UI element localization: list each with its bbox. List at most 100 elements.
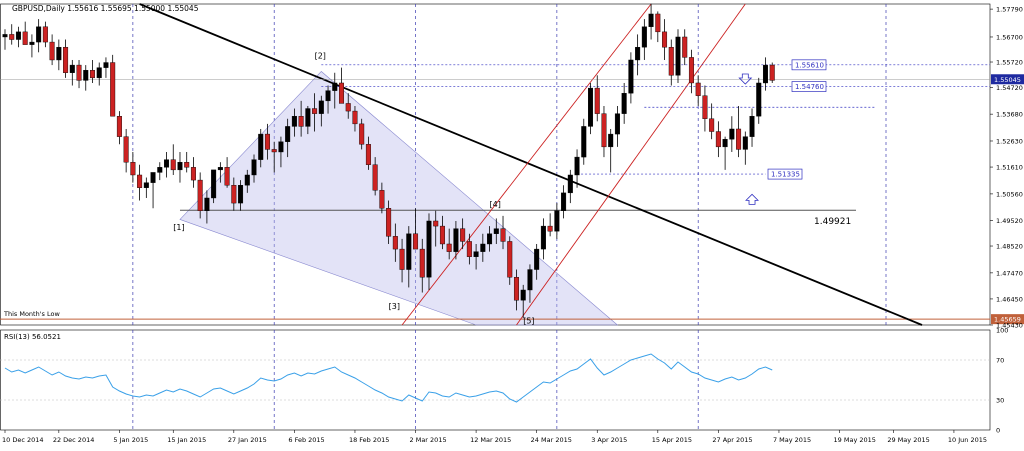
candle-bull (574, 156, 580, 176)
rsi-line (4, 353, 773, 403)
candle-bull (103, 62, 109, 68)
candle-bull (520, 289, 526, 301)
candle-bear (298, 115, 304, 127)
channel-lower-line (516, 3, 746, 326)
candle-bull (164, 159, 170, 168)
candle-bear (365, 144, 371, 165)
x-tick-label: 6 Feb 2015 (288, 436, 324, 444)
candle-bull (722, 138, 728, 148)
x-tick-label: 24 Mar 2015 (531, 436, 572, 444)
candle-bull (641, 26, 647, 48)
candle-bull (608, 133, 614, 148)
candle-bear (460, 228, 466, 242)
y-tick-label: 1.57790 (996, 6, 1023, 14)
candle-bear (419, 248, 425, 278)
candle-bear (668, 46, 674, 76)
price-tag-box (791, 81, 827, 92)
candle-bull (96, 67, 102, 79)
rsi-tick-label: 30 (996, 397, 1004, 405)
current-price-label: 1.55045 (994, 76, 1021, 84)
x-tick-label: 27 Apr 2015 (712, 436, 752, 444)
candle-bull (325, 90, 331, 102)
candle-bear (446, 243, 452, 252)
candle-bear (662, 31, 668, 48)
y-tick-label: 1.53680 (996, 111, 1023, 119)
x-tick-label: 29 May 2015 (887, 436, 929, 444)
candle-bull (258, 133, 264, 160)
candle-bull (150, 172, 156, 183)
candle-bull (567, 174, 573, 194)
candle-bear (170, 159, 176, 171)
candle-bull (426, 220, 432, 278)
candle-bear (433, 220, 439, 227)
support-level-label: 1.49921 (814, 217, 851, 227)
y-tick-label: 1.47470 (996, 269, 1023, 277)
candle-bull (406, 233, 412, 270)
candle-bull (278, 141, 284, 153)
candle-bull (29, 41, 35, 45)
rsi-panel-border (0, 329, 991, 431)
candle-bear (695, 82, 701, 96)
candle-bull (332, 82, 338, 91)
candle-bull (177, 161, 183, 171)
down-arrow-icon (738, 73, 753, 85)
candle-bear (184, 161, 190, 168)
candle-bear (715, 131, 721, 148)
candle-bear (655, 13, 661, 33)
candle-bull (561, 192, 567, 211)
candle-bull (473, 251, 479, 257)
y-tick-label: 1.46450 (996, 295, 1023, 303)
y-tick-label: 1.52630 (996, 137, 1023, 145)
candle-bull (244, 174, 250, 186)
price-tag-label: 1.51335 (771, 171, 800, 179)
x-tick-label: 3 Apr 2015 (591, 436, 627, 444)
candle-bear (76, 64, 82, 81)
y-tick-label: 1.50560 (996, 190, 1023, 198)
rsi-tick-label: 0 (996, 427, 1000, 435)
candle-bear (264, 133, 270, 150)
candle-bear (190, 167, 196, 181)
channel-upper-line (401, 3, 652, 326)
candle-bear (110, 62, 116, 117)
candle-bear (312, 108, 318, 114)
candle-bull (238, 185, 244, 204)
candle-bull (675, 36, 681, 76)
candle-bear (702, 95, 708, 119)
candle-bear (89, 69, 95, 79)
candle-bull (69, 64, 75, 73)
month-low-tag (991, 314, 1024, 325)
candle-bull (621, 92, 627, 114)
up-arrow-icon (745, 193, 759, 205)
candle-bull (217, 167, 223, 171)
candle-bull (318, 100, 324, 114)
candle-bear (601, 113, 607, 148)
downtrend-line (139, 3, 923, 326)
candle-bull (56, 46, 62, 61)
month-low-label: This Month's Low (3, 310, 60, 318)
candle-bear (507, 241, 513, 278)
x-tick-label: 19 May 2015 (834, 436, 876, 444)
candle-bear (345, 103, 351, 112)
candle-bull (157, 167, 163, 173)
candle-bear (594, 87, 600, 114)
candle-bull (143, 182, 149, 188)
candle-bull (756, 82, 762, 117)
candle-bull (635, 46, 641, 61)
candle-bull (211, 169, 217, 199)
candle-bull (628, 59, 634, 94)
price-tag-box (791, 59, 827, 71)
y-tick-label: 1.48520 (996, 243, 1023, 251)
candle-bull (480, 243, 486, 252)
x-tick-label: 10 Jun 2015 (948, 436, 987, 444)
current-price-tag (991, 74, 1024, 85)
y-tick-label: 1.54720 (996, 84, 1023, 92)
candle-bear (197, 179, 203, 211)
wave-label: [5] (523, 317, 534, 326)
candle-bull (2, 34, 8, 38)
x-tick-label: 22 Dec 2014 (53, 436, 95, 444)
x-tick-label: 18 Feb 2015 (349, 436, 389, 444)
candle-bull (453, 228, 459, 252)
candle-bear (399, 248, 405, 270)
